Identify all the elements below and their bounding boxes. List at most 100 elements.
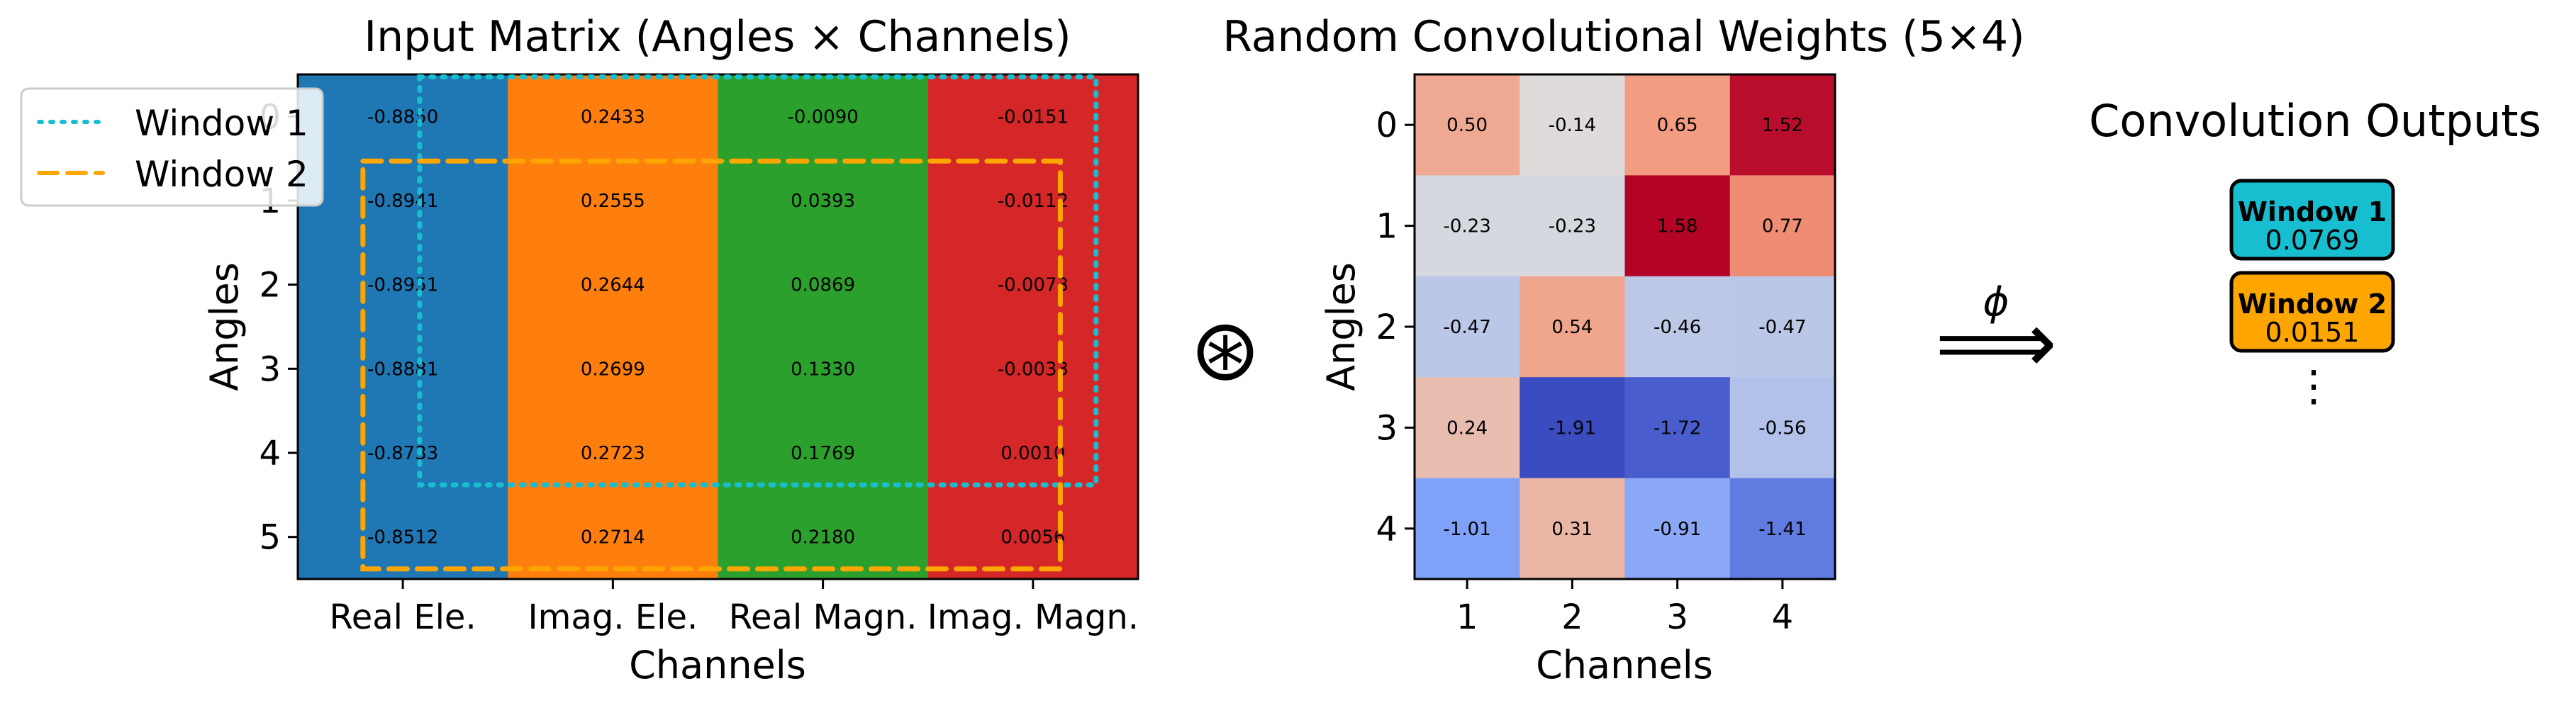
outputs-panel: Convolution Outputs Window 1 0.0769 Wind… xyxy=(2089,95,2541,411)
weight-cell xyxy=(1415,74,1520,176)
y-tick-label: 1 xyxy=(1376,207,1398,247)
matrix-value: 0.2644 xyxy=(581,275,645,296)
weight-cell xyxy=(1729,74,1836,176)
output-label-window-1: Window 1 xyxy=(2238,196,2387,227)
weight-value: 0.65 xyxy=(1657,115,1698,136)
matrix-value: 0.2433 xyxy=(581,106,645,128)
weight-cell xyxy=(1520,175,1625,277)
weight-cell xyxy=(1729,478,1836,580)
output-box-window-2: Window 2 0.0151 xyxy=(2229,271,2395,353)
weight-value: 0.50 xyxy=(1446,115,1488,136)
y-tick-label: 4 xyxy=(1376,510,1398,549)
input-matrix-panel: Input Matrix (Angles × Channels) -0.8850… xyxy=(20,12,1139,687)
weight-cell xyxy=(1624,175,1731,277)
weight-value: -0.14 xyxy=(1549,115,1596,136)
input-matrix-xlabel: Channels xyxy=(629,643,806,687)
output-box-window-2-bg xyxy=(2229,271,2395,353)
output-value-window-2: 0.0151 xyxy=(2265,317,2360,348)
matrix-value: -0.8512 xyxy=(367,527,438,549)
weight-cell xyxy=(1520,478,1625,580)
weight-value: -1.91 xyxy=(1549,417,1596,439)
weight-cell xyxy=(1624,74,1731,176)
weight-value: 0.77 xyxy=(1762,216,1803,237)
matrix-value: -0.8850 xyxy=(367,106,438,128)
window-legend: Window 1 Window 2 xyxy=(20,87,324,207)
channel-column-4 xyxy=(927,74,1139,579)
matrix-value: 0.0056 xyxy=(1000,527,1065,549)
input-matrix-ticks: Real Ele. Imag. Ele. Real Magn. Imag. Magn.… xyxy=(259,97,1139,637)
channel-column-3 xyxy=(718,74,929,579)
channel-column-1 xyxy=(298,74,508,579)
matrix-value: 0.1769 xyxy=(791,443,855,464)
matrix-value: -0.8951 xyxy=(367,275,438,296)
y-tick-label: 5 xyxy=(259,518,281,558)
window-2-outline xyxy=(360,158,1063,572)
matrix-value: -0.8733 xyxy=(367,443,438,464)
window-1-outline xyxy=(417,74,1099,488)
weight-value: -0.23 xyxy=(1443,216,1490,237)
x-tick-label: 2 xyxy=(1561,597,1583,637)
matrix-value: 0.2180 xyxy=(791,527,855,549)
weight-cell xyxy=(1415,175,1520,277)
input-matrix-frame xyxy=(296,73,1139,580)
weight-cell xyxy=(1729,377,1836,479)
matrix-value: -0.0033 xyxy=(998,359,1069,380)
matrix-value: 0.1330 xyxy=(791,359,855,380)
weight-cell xyxy=(1415,377,1520,479)
weight-cell xyxy=(1520,74,1625,176)
output-label-window-2: Window 2 xyxy=(2238,288,2387,320)
y-tick-label: 4 xyxy=(259,434,281,473)
input-matrix-ylabel: Angles xyxy=(202,262,247,391)
matrix-value: -0.8941 xyxy=(367,191,438,212)
weight-value: -0.47 xyxy=(1443,317,1490,338)
y-tick-label: 2 xyxy=(1376,308,1398,347)
y-tick-label: 0 xyxy=(1376,106,1398,145)
weight-value: -0.56 xyxy=(1758,417,1806,439)
matrix-value: -0.0073 xyxy=(998,275,1069,296)
x-tick-label: 4 xyxy=(1772,597,1794,637)
legend-label-window-1: Window 1 xyxy=(135,103,308,144)
weight-value: -0.23 xyxy=(1549,216,1596,237)
output-box-window-1-bg xyxy=(2229,179,2395,261)
x-tick-label: Real Ele. xyxy=(330,597,476,637)
weight-value: 0.24 xyxy=(1446,417,1488,439)
weight-cell xyxy=(1624,478,1731,580)
weight-cell xyxy=(1624,377,1731,479)
weight-value: -1.72 xyxy=(1654,417,1701,439)
legend-label-window-2: Window 2 xyxy=(135,154,308,195)
weight-cell xyxy=(1729,276,1836,378)
matrix-value: -0.0090 xyxy=(787,106,858,128)
weight-value: -0.46 xyxy=(1654,317,1701,338)
weight-cell xyxy=(1415,276,1520,378)
weights-panel: Random Convolutional Weights (5×4) 0.50 -… xyxy=(1222,12,2024,687)
matrix-value: 0.2699 xyxy=(581,359,645,380)
weight-value: 0.31 xyxy=(1551,519,1593,540)
matrix-value: 0.2555 xyxy=(581,191,645,212)
x-tick-label: 3 xyxy=(1666,597,1688,637)
weight-cell xyxy=(1520,377,1625,479)
weight-cell xyxy=(1520,276,1625,378)
matrix-value: -0.0151 xyxy=(998,106,1069,128)
weight-value: 1.52 xyxy=(1762,115,1803,136)
x-tick-label: Imag. Ele. xyxy=(528,597,698,637)
weight-value: -1.01 xyxy=(1443,519,1490,540)
outputs-title: Convolution Outputs xyxy=(2089,95,2541,147)
channel-column-2 xyxy=(508,74,718,579)
x-tick-label: Real Magn. xyxy=(729,597,918,637)
implies-arrow: ⟹ xyxy=(1935,294,2057,393)
matrix-value: 0.2723 xyxy=(581,443,645,464)
weights-ylabel: Angles xyxy=(1319,262,1364,391)
activation-phi-label: ϕ xyxy=(1983,279,2009,325)
output-value-window-1: 0.0769 xyxy=(2265,225,2360,256)
weight-value: 0.54 xyxy=(1551,317,1593,338)
window-overlays xyxy=(360,74,1099,572)
weights-xlabel: Channels xyxy=(1536,643,1713,687)
weights-title: Random Convolutional Weights (5×4) xyxy=(1222,12,2024,62)
y-tick-label: 3 xyxy=(259,349,281,389)
matrix-value: -0.0112 xyxy=(998,191,1069,212)
x-tick-label: 1 xyxy=(1456,597,1478,637)
weight-value: -0.47 xyxy=(1758,317,1806,338)
outputs-ellipsis: ⋮ xyxy=(2292,361,2335,411)
weight-value: -1.41 xyxy=(1758,519,1806,540)
